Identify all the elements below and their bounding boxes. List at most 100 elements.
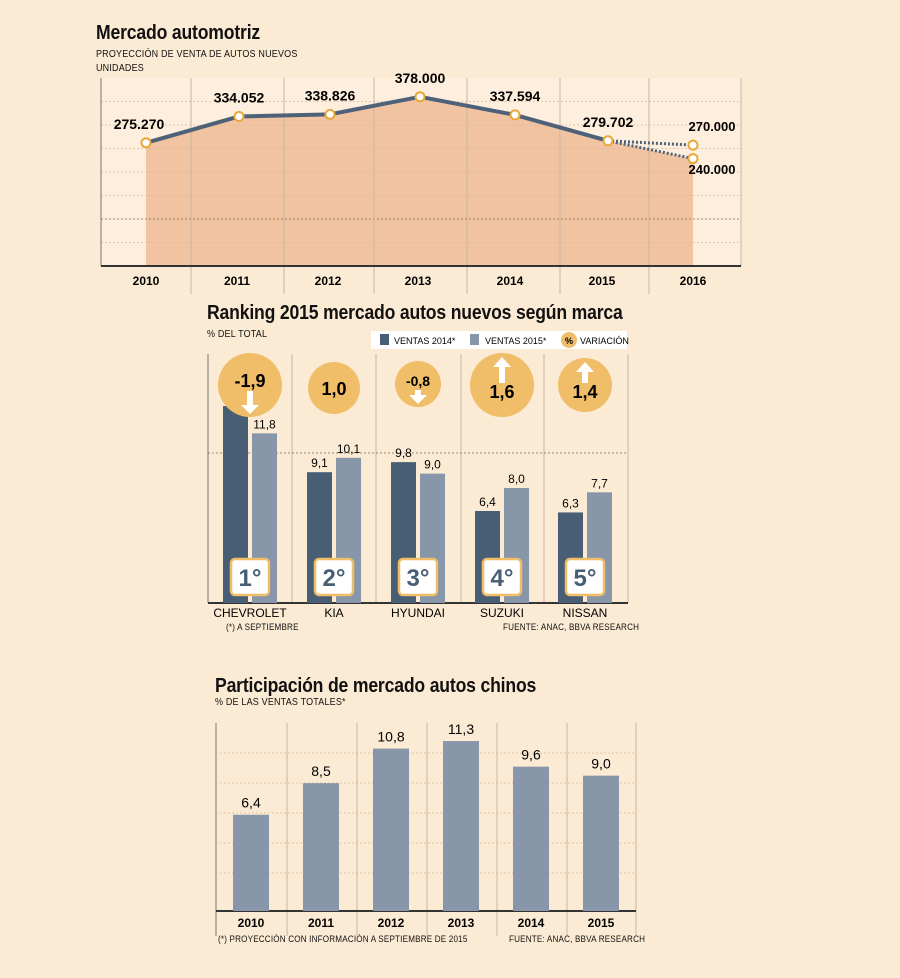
chart2-rank-label: 1° <box>239 565 262 592</box>
chart2-category-label: KIA <box>324 606 343 620</box>
chart2-variation-circle <box>308 362 360 414</box>
chart3-bar <box>583 775 619 911</box>
chart2-data-label: 8,0 <box>508 472 525 486</box>
chart2-legend-swatch-2015 <box>470 334 479 345</box>
chart2-rank-label: 5° <box>574 565 597 592</box>
chart3-subtitle: % DE LAS VENTAS TOTALES* <box>215 697 346 708</box>
chart1-area <box>146 96 693 266</box>
chart2-title: Ranking 2015 mercado autos nuevos según … <box>207 302 623 324</box>
chart2-data-label: 7,7 <box>591 476 608 490</box>
chart1-data-label: 338.826 <box>305 87 356 103</box>
chart2-variation-circle <box>558 358 612 412</box>
chart3-data-label: 6,4 <box>241 795 261 811</box>
chart3-data-label: 11,3 <box>448 721 474 737</box>
chart1-data-label: 337.594 <box>490 88 541 104</box>
chart3-x-tick-label: 2011 <box>308 916 334 930</box>
chart3-data-label: 9,6 <box>521 747 541 763</box>
chart3-x-tick-label: 2013 <box>448 916 475 930</box>
chart2-category-label: NISSAN <box>563 606 608 620</box>
chart1-point-marker <box>233 110 245 122</box>
chart3-data-label: 10,8 <box>377 729 404 745</box>
chart2-category-label: HYUNDAI <box>391 606 445 620</box>
chart1-data-label: 279.702 <box>583 114 634 130</box>
chart3-title: Participación de mercado autos chinos <box>215 675 537 697</box>
chart2-data-label: 6,4 <box>479 495 496 509</box>
chart1-projection-label: 240.000 <box>689 162 736 177</box>
chart3-bar <box>233 814 269 911</box>
chart3-data-label: 8,5 <box>311 763 331 779</box>
chart3-footnote: (*) PROYECCIÓN CON INFORMACIÓN A SEPTIEM… <box>218 934 468 944</box>
chart2-rank-badge <box>397 557 439 597</box>
chart1-point-marker <box>509 109 521 121</box>
chart2-arrow-up-icon <box>576 362 594 383</box>
chart2-legend-label-2015: VENTAS 2015* <box>485 336 547 346</box>
chart2-rank-label: 3° <box>407 565 430 592</box>
chart3-bar <box>443 741 479 911</box>
chart1-x-tick-label: 2015 <box>589 274 616 288</box>
chart1-data-label: 275.270 <box>114 116 165 132</box>
chart1-point-marker <box>140 137 152 149</box>
chart2-rank-label: 2° <box>323 565 346 592</box>
chart2-arrow-up-icon <box>493 357 511 383</box>
chart1-units: UNIDADES <box>96 63 144 74</box>
chart3-x-tick-label: 2010 <box>238 916 265 930</box>
chart2-rank-badge <box>313 557 355 597</box>
chart1-x-tick-label: 2016 <box>680 274 707 288</box>
chart1-projection-marker <box>687 139 699 151</box>
chart2-data-label: 10,1 <box>337 442 361 456</box>
chart2-data-label: 9,0 <box>424 458 441 472</box>
chart3-data-label: 9,0 <box>591 756 611 772</box>
chart2-rank-badge <box>564 557 606 597</box>
chart2-variation-label: 1,0 <box>321 379 346 399</box>
chart1-point-marker <box>602 135 614 147</box>
chart1-data-label: 334.052 <box>214 89 265 105</box>
chart1-title: Mercado automotriz <box>96 22 261 44</box>
chart3-x-tick-label: 2012 <box>378 916 405 930</box>
chart3-bar <box>373 748 409 911</box>
chart2-category-label: CHEVROLET <box>213 606 287 620</box>
chart1-data-label: 378.000 <box>395 70 446 86</box>
chart1-x-tick-label: 2011 <box>224 274 250 288</box>
chart2-variation-label: 1,6 <box>489 382 514 402</box>
chart2-data-label: 11,8 <box>253 417 276 431</box>
chart2-data-label: 6,3 <box>562 496 579 510</box>
chart1-projection-line <box>607 139 694 161</box>
chart1-projection-label: 270.000 <box>689 119 736 134</box>
chart3-x-tick-label: 2014 <box>518 916 545 930</box>
chart2-arrow-down-icon <box>241 391 259 414</box>
chart2-variation-label: -1,9 <box>234 371 265 391</box>
chart2-rank-label: 4° <box>491 565 514 592</box>
chart1-x-tick-label: 2012 <box>315 274 342 288</box>
chart3-bar <box>303 783 339 911</box>
chart1-point-marker <box>414 91 426 103</box>
chart1-projection-marker <box>687 153 699 165</box>
chart1-subtitle: PROYECCIÓN DE VENTA DE AUTOS NUEVOS <box>96 49 298 60</box>
chart3-source: FUENTE: ANAC, BBVA RESEARCH <box>509 934 646 944</box>
chart2-category-label: SUZUKI <box>480 606 524 620</box>
chart2-legend-swatch-2014 <box>380 334 389 345</box>
chart2-legend-label-variation: VARIACIÓN <box>580 336 629 346</box>
chart1-series-line <box>145 94 609 145</box>
chart2-arrow-down-icon <box>409 390 427 404</box>
chart1-point-marker <box>324 108 336 120</box>
chart3-bar <box>513 766 549 911</box>
chart2-variation-circle <box>395 361 441 407</box>
chart1-x-tick-label: 2010 <box>133 274 160 288</box>
chart2-variation-circle <box>470 353 534 417</box>
chart2-variation-circle <box>218 353 282 417</box>
chart2-subtitle: % DEL TOTAL <box>207 329 268 340</box>
chart1-x-tick-label: 2014 <box>497 274 524 288</box>
chart2-data-label: 9,8 <box>395 446 412 460</box>
chart2-legend-variation-icon <box>561 332 577 348</box>
chart2-rank-badge <box>481 557 523 597</box>
chart3-x-tick-label: 2015 <box>588 916 615 930</box>
chart2-legend-variation-symbol: % <box>565 336 573 346</box>
chart2-footnote: (*) A SEPTIEMBRE <box>226 622 299 632</box>
chart2-variation-label: -0,8 <box>406 373 430 389</box>
chart2-data-label: 9,1 <box>311 456 328 470</box>
chart2-legend-label-2014: VENTAS 2014* <box>394 336 456 346</box>
chart2-source: FUENTE: ANAC, BBVA RESEARCH <box>503 622 640 632</box>
